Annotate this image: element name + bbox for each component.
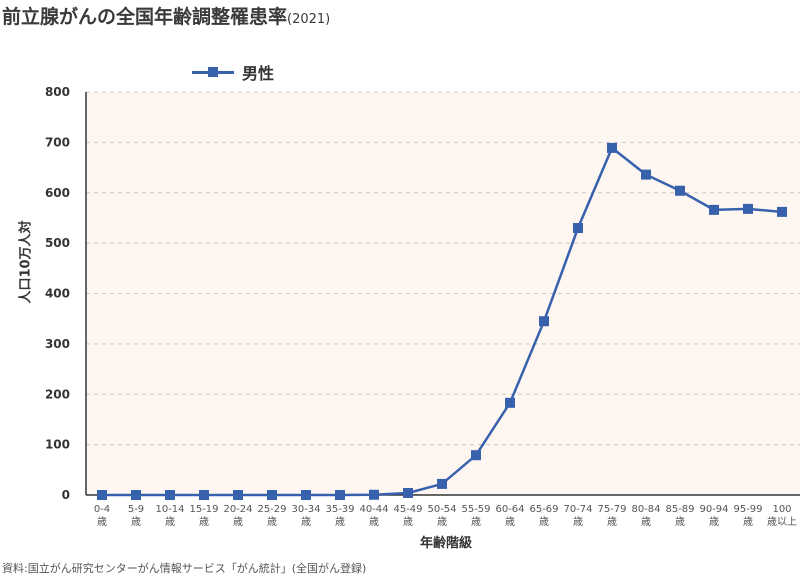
x-tick-label: 歳 bbox=[607, 516, 617, 528]
data-point-marker bbox=[539, 316, 549, 327]
y-axis-label: 人口10万人対 bbox=[18, 220, 34, 304]
data-point-marker bbox=[709, 204, 719, 215]
x-tick-label: 歳 bbox=[505, 516, 515, 528]
x-tick-label: 45-49 bbox=[393, 504, 422, 515]
data-point-marker bbox=[369, 489, 379, 500]
data-point-marker bbox=[97, 490, 107, 500]
x-tick-label: 100 bbox=[772, 504, 791, 515]
data-point-marker bbox=[743, 203, 753, 214]
data-point-marker bbox=[301, 490, 311, 500]
x-tick-label: 25-29 bbox=[257, 504, 286, 515]
x-tick-label: 40-44 bbox=[359, 504, 388, 515]
data-point-marker bbox=[165, 490, 175, 500]
x-tick-label: 歳 bbox=[403, 516, 413, 528]
x-tick-label: 歳 bbox=[743, 516, 753, 528]
x-tick-label: 歳 bbox=[573, 516, 583, 528]
x-tick-label: 歳 bbox=[165, 516, 175, 528]
data-point-marker bbox=[505, 397, 515, 408]
x-tick-label: 50-54 bbox=[427, 504, 456, 515]
y-tick-label: 500 bbox=[45, 236, 70, 250]
chart-title: 前立腺がんの全国年齢調整罹患率(2021) bbox=[2, 2, 330, 29]
data-point-marker bbox=[777, 206, 787, 217]
x-tick-label: 5-9 bbox=[128, 504, 144, 515]
chart-title-year: (2021) bbox=[287, 12, 331, 27]
x-tick-label: 15-19 bbox=[189, 504, 218, 515]
y-tick-label: 200 bbox=[45, 387, 70, 401]
x-tick-label: 歳 bbox=[369, 516, 379, 528]
data-point-marker bbox=[199, 490, 209, 500]
x-tick-label: 35-39 bbox=[325, 504, 354, 515]
y-tick-label: 800 bbox=[45, 85, 70, 99]
y-tick-label: 0 bbox=[62, 488, 70, 502]
x-tick-label: 85-89 bbox=[665, 504, 694, 515]
y-tick-label: 600 bbox=[45, 186, 70, 200]
x-tick-label: 20-24 bbox=[223, 504, 252, 515]
x-tick-label: 75-79 bbox=[597, 504, 626, 515]
x-tick-label: 歳 bbox=[233, 516, 243, 528]
data-point-marker bbox=[267, 490, 277, 500]
y-tick-label: 700 bbox=[45, 135, 70, 149]
data-point-marker bbox=[403, 487, 413, 498]
x-tick-label: 90-94 bbox=[699, 504, 728, 515]
x-tick-label: 70-74 bbox=[563, 504, 592, 515]
x-tick-label: 歳 bbox=[97, 516, 107, 528]
legend-label: 男性 bbox=[242, 64, 275, 83]
data-point-marker bbox=[437, 478, 447, 489]
x-tick-label: 歳以上 bbox=[767, 516, 797, 528]
x-tick-label: 歳 bbox=[675, 516, 685, 528]
x-tick-label: 歳 bbox=[131, 516, 141, 528]
data-point-marker bbox=[641, 169, 651, 180]
x-tick-label: 60-64 bbox=[495, 504, 524, 515]
data-point-marker bbox=[607, 142, 617, 153]
x-tick-label: 歳 bbox=[641, 516, 651, 528]
y-tick-label: 100 bbox=[45, 438, 70, 452]
x-tick-label: 歳 bbox=[471, 516, 481, 528]
y-tick-label: 300 bbox=[45, 337, 70, 351]
x-tick-label: 55-59 bbox=[461, 504, 490, 515]
data-point-marker bbox=[675, 185, 685, 196]
x-tick-label: 歳 bbox=[709, 516, 719, 528]
chart-title-main: 前立腺がんの全国年齢調整罹患率 bbox=[2, 6, 288, 28]
x-tick-label: 歳 bbox=[437, 516, 447, 528]
legend: 男性 bbox=[192, 60, 274, 84]
x-tick-label: 80-84 bbox=[631, 504, 660, 515]
x-tick-label: 0-4 bbox=[94, 504, 110, 515]
x-tick-label: 歳 bbox=[301, 516, 311, 528]
x-tick-label: 10-14 bbox=[155, 504, 184, 515]
source-note: 資料:国立がん研究センターがん情報サービス「がん統計」(全国がん登録) bbox=[2, 562, 367, 575]
x-tick-label: 30-34 bbox=[291, 504, 320, 515]
data-point-marker bbox=[471, 450, 481, 461]
x-tick-label: 65-69 bbox=[529, 504, 558, 515]
x-tick-label: 歳 bbox=[267, 516, 277, 528]
x-tick-label: 歳 bbox=[539, 516, 549, 528]
x-tick-label: 歳 bbox=[199, 516, 209, 528]
data-point-marker bbox=[233, 490, 243, 500]
y-tick-label: 400 bbox=[45, 287, 70, 301]
data-point-marker bbox=[131, 490, 141, 500]
legend-line-marker-icon bbox=[192, 61, 234, 83]
data-point-marker bbox=[573, 223, 583, 234]
x-axis-label: 年齢階級 bbox=[420, 536, 473, 551]
data-point-marker bbox=[335, 490, 345, 500]
x-tick-label: 95-99 bbox=[733, 504, 762, 515]
x-tick-label: 歳 bbox=[335, 516, 345, 528]
